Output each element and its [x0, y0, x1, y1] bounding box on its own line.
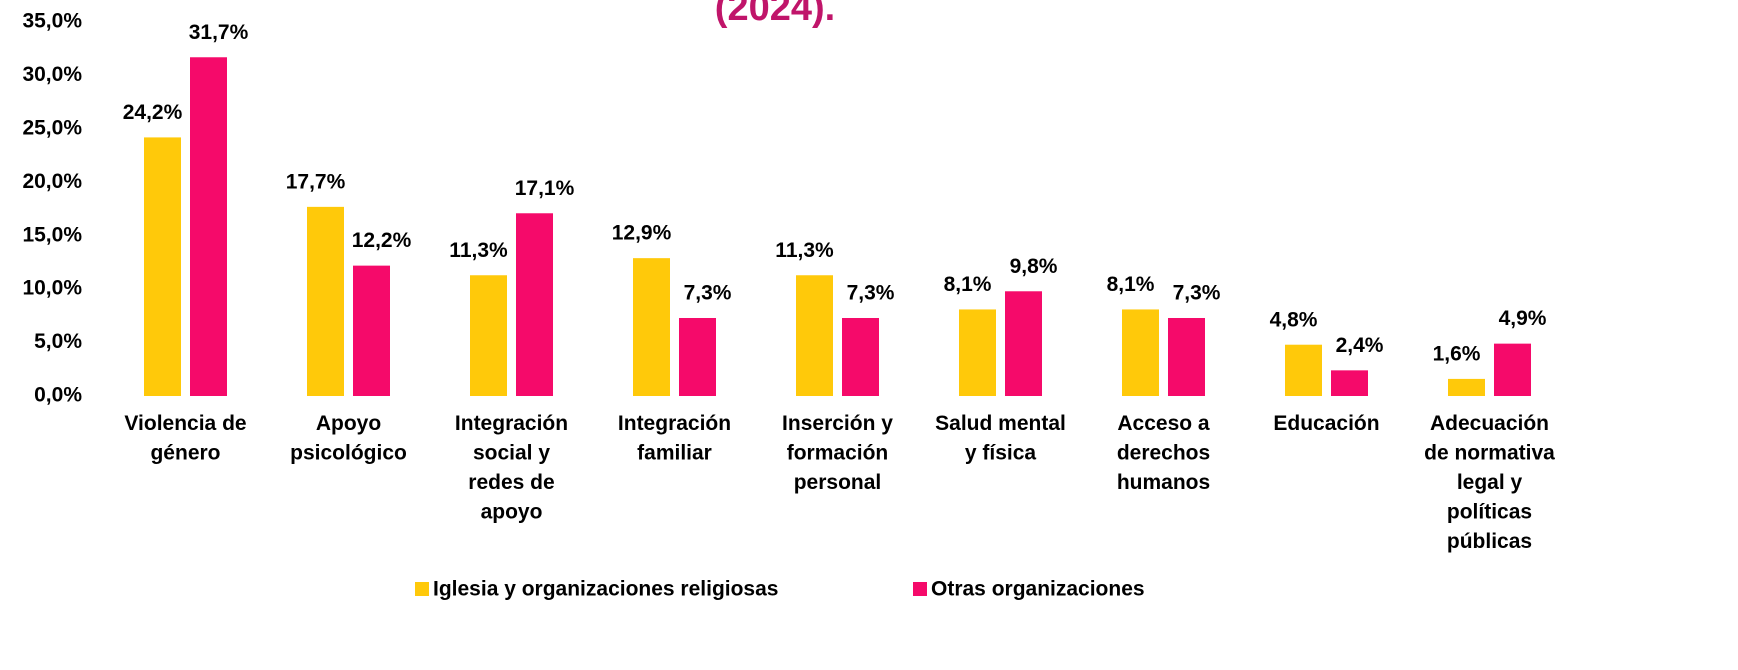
- value-label: 7,3%: [847, 282, 895, 305]
- bar: [1285, 344, 1322, 396]
- bar: [842, 317, 879, 396]
- chart-title: (2024).: [715, 0, 835, 29]
- bar: [516, 213, 553, 396]
- x-tick-label: Integración social y redes de apoyo: [455, 412, 568, 524]
- value-label: 8,1%: [944, 273, 992, 296]
- bar: [144, 137, 181, 397]
- value-label: 8,1%: [1107, 273, 1155, 296]
- value-label: 12,9%: [612, 222, 672, 245]
- value-label: 7,3%: [1173, 282, 1221, 305]
- value-label: 11,3%: [449, 239, 508, 262]
- x-tick-label: Integración familiar: [618, 412, 731, 465]
- y-tick-label: 10,0%: [22, 277, 82, 300]
- bar: [1122, 309, 1159, 396]
- legend-swatch: [415, 582, 429, 596]
- bar: [796, 275, 833, 396]
- x-tick-label: Inserción y formación personal: [782, 412, 893, 494]
- bar: [353, 265, 390, 396]
- bar: [679, 317, 716, 396]
- legend-label: Iglesia y organizaciones religiosas: [433, 578, 778, 601]
- value-label: 2,4%: [1336, 334, 1384, 357]
- value-label: 11,3%: [775, 239, 834, 262]
- x-tick-label: Adecuación de normativa legal y políticas pú…: [1424, 412, 1555, 553]
- y-tick-label: 30,0%: [22, 63, 82, 86]
- value-label: 17,1%: [515, 177, 575, 200]
- bar: [1331, 370, 1368, 396]
- legend-label: Otras organizaciones: [931, 578, 1145, 601]
- x-tick-label: Educación: [1273, 412, 1379, 435]
- x-tick-label: Violencia de género: [124, 412, 246, 465]
- legend-swatch: [913, 582, 927, 596]
- value-label: 7,3%: [684, 282, 732, 305]
- value-label: 9,8%: [1010, 255, 1058, 278]
- value-label: 12,2%: [352, 229, 412, 252]
- y-tick-label: 35,0%: [22, 10, 82, 33]
- bar: [959, 309, 996, 396]
- value-label: 24,2%: [123, 101, 183, 124]
- bar: [633, 258, 670, 396]
- x-tick-label: Apoyo psicológico: [290, 412, 407, 465]
- bar: [1168, 317, 1205, 396]
- bar: [1005, 291, 1042, 396]
- bar: [470, 275, 507, 396]
- bar: [190, 57, 227, 397]
- value-label: 17,7%: [286, 170, 346, 193]
- bar: [1448, 378, 1485, 396]
- x-tick-label: Acceso a derechos humanos: [1117, 412, 1210, 494]
- y-tick-label: 0,0%: [34, 384, 82, 407]
- y-tick-label: 5,0%: [34, 330, 82, 353]
- bar: [307, 206, 344, 396]
- y-tick-label: 20,0%: [22, 170, 82, 193]
- y-tick-label: 25,0%: [22, 116, 82, 139]
- bar: [1494, 343, 1531, 396]
- x-tick-label: Salud mental y física: [935, 412, 1066, 465]
- value-label: 1,6%: [1433, 342, 1481, 365]
- value-label: 4,9%: [1499, 307, 1547, 330]
- value-label: 4,8%: [1270, 308, 1318, 331]
- y-tick-label: 15,0%: [22, 223, 82, 246]
- value-label: 31,7%: [189, 21, 249, 44]
